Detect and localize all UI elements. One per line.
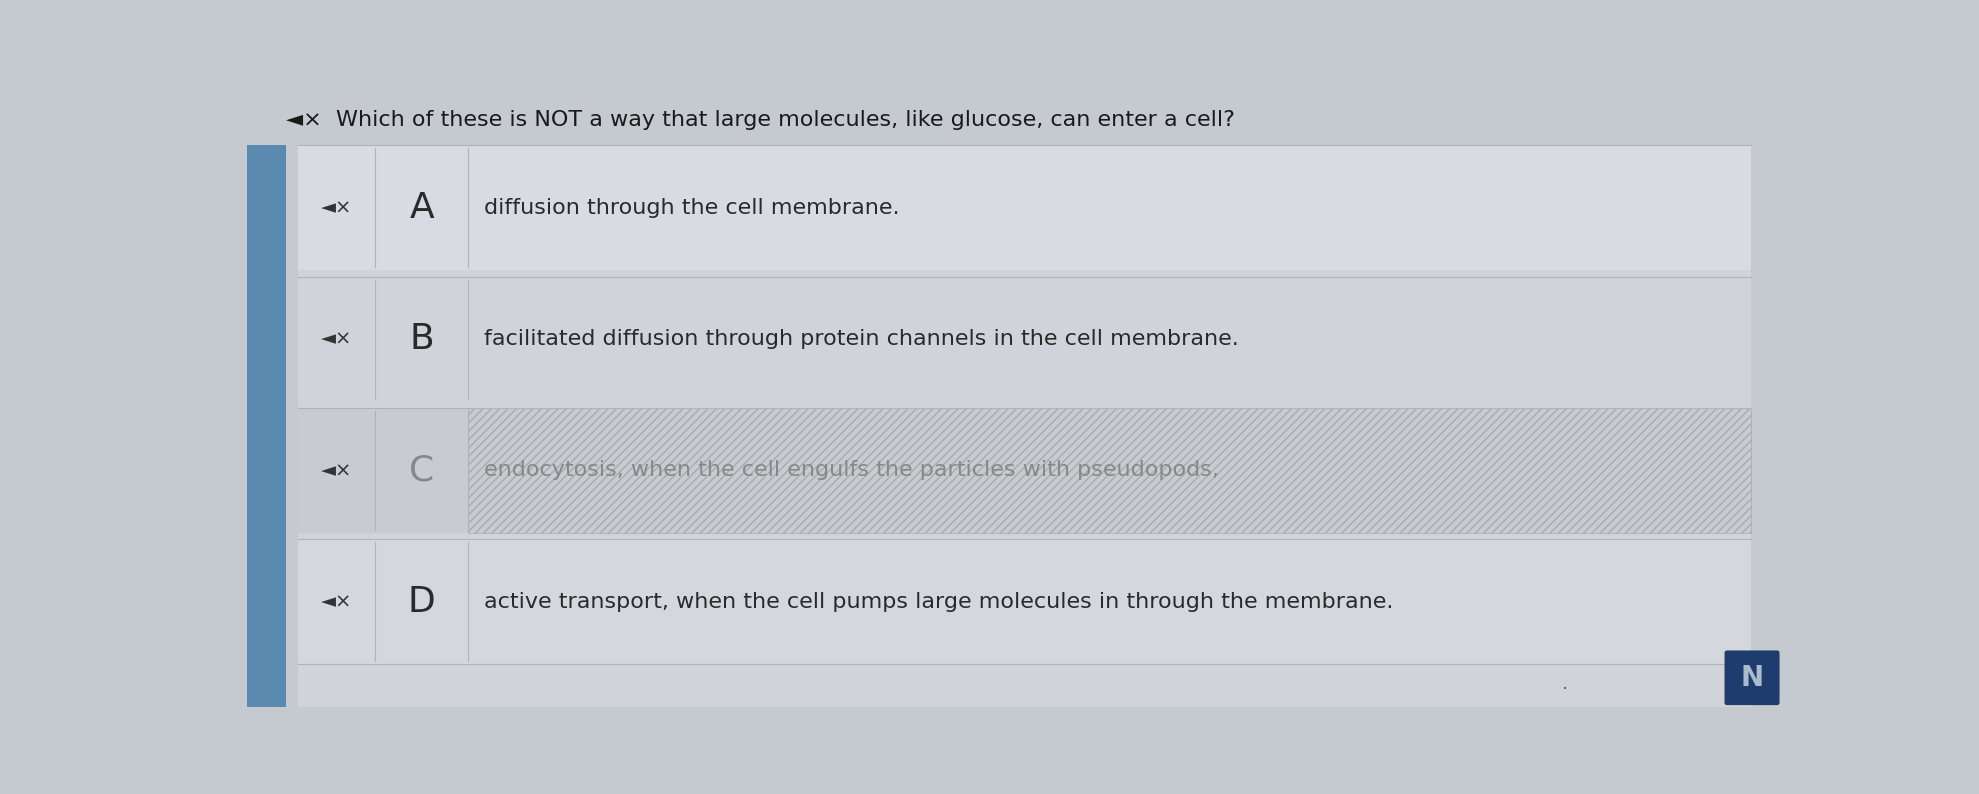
- FancyBboxPatch shape: [297, 665, 1751, 707]
- Text: endocytosis, when the cell engulfs the particles with pseudopods,: endocytosis, when the cell engulfs the p…: [483, 461, 1219, 480]
- Text: N: N: [1740, 664, 1763, 692]
- FancyBboxPatch shape: [247, 95, 1781, 145]
- Text: .: .: [1561, 674, 1567, 693]
- Text: ◄×: ◄×: [321, 330, 352, 349]
- FancyBboxPatch shape: [297, 145, 1751, 665]
- FancyBboxPatch shape: [297, 539, 1751, 665]
- Text: diffusion through the cell membrane.: diffusion through the cell membrane.: [483, 198, 898, 218]
- FancyBboxPatch shape: [247, 95, 1781, 707]
- FancyBboxPatch shape: [247, 145, 287, 707]
- Text: active transport, when the cell pumps large molecules in through the membrane.: active transport, when the cell pumps la…: [483, 592, 1393, 611]
- Text: facilitated diffusion through protein channels in the cell membrane.: facilitated diffusion through protein ch…: [483, 330, 1239, 349]
- FancyBboxPatch shape: [297, 408, 1751, 533]
- Text: ◄×: ◄×: [321, 461, 352, 480]
- Text: D: D: [408, 584, 435, 619]
- Text: ◄×: ◄×: [321, 198, 352, 218]
- FancyBboxPatch shape: [1724, 650, 1779, 705]
- Text: B: B: [410, 322, 433, 357]
- Text: ◄×  Which of these is NOT a way that large molecules, like glucose, can enter a : ◄× Which of these is NOT a way that larg…: [287, 110, 1235, 130]
- Text: ◄×: ◄×: [321, 592, 352, 611]
- FancyBboxPatch shape: [297, 145, 1751, 271]
- Text: A: A: [410, 191, 433, 225]
- Text: C: C: [410, 453, 433, 488]
- FancyBboxPatch shape: [297, 276, 1751, 402]
